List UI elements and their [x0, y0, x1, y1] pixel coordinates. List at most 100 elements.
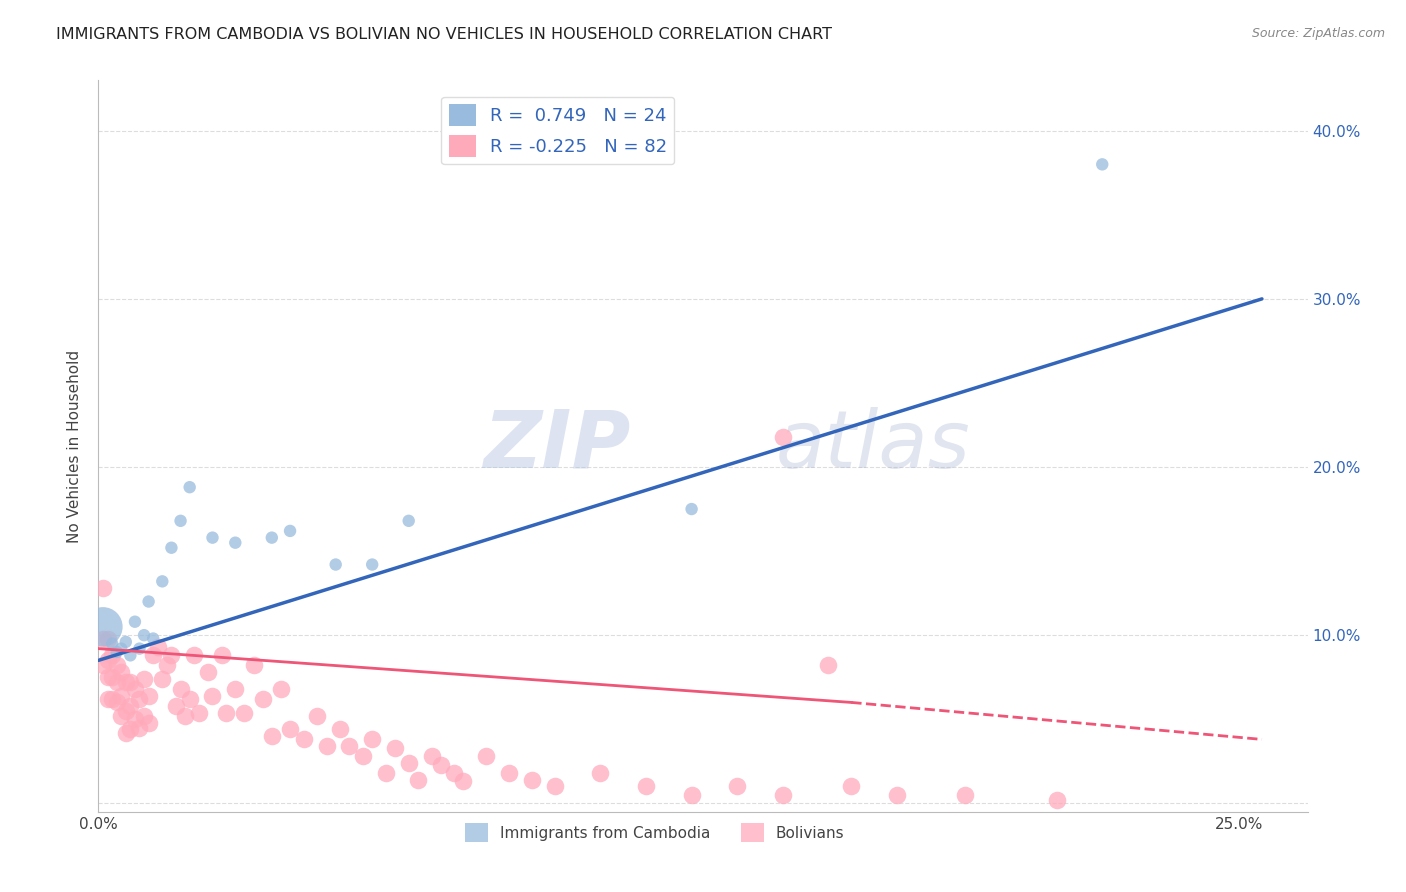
- Point: [307, 709, 329, 723]
- Point: [374, 766, 396, 780]
- Point: [138, 715, 160, 730]
- Point: [91, 658, 114, 673]
- Point: [105, 695, 128, 709]
- Point: [681, 788, 703, 802]
- Point: [124, 681, 146, 696]
- Point: [544, 780, 567, 794]
- Point: [725, 780, 748, 794]
- Point: [398, 514, 420, 528]
- Point: [160, 541, 183, 555]
- Point: [197, 665, 219, 680]
- Point: [138, 689, 160, 703]
- Point: [886, 788, 908, 802]
- Point: [634, 780, 657, 794]
- Point: [187, 706, 209, 720]
- Point: [128, 721, 150, 735]
- Point: [278, 723, 301, 737]
- Point: [91, 632, 114, 646]
- Point: [160, 648, 183, 663]
- Point: [211, 648, 233, 663]
- Point: [1046, 793, 1069, 807]
- Point: [384, 740, 406, 755]
- Point: [429, 757, 451, 772]
- Point: [114, 675, 136, 690]
- Point: [406, 772, 429, 787]
- Point: [589, 766, 612, 780]
- Point: [120, 698, 142, 713]
- Point: [325, 558, 347, 572]
- Point: [224, 681, 246, 696]
- Point: [91, 581, 114, 595]
- Point: [146, 640, 169, 654]
- Text: Source: ZipAtlas.com: Source: ZipAtlas.com: [1251, 27, 1385, 40]
- Point: [120, 648, 142, 663]
- Point: [96, 632, 118, 646]
- Point: [498, 766, 520, 780]
- Point: [174, 709, 197, 723]
- Point: [91, 620, 114, 634]
- Point: [453, 774, 475, 789]
- Point: [96, 670, 118, 684]
- Point: [772, 788, 794, 802]
- Point: [156, 658, 179, 673]
- Point: [105, 675, 128, 690]
- Point: [96, 653, 118, 667]
- Point: [169, 514, 191, 528]
- Point: [475, 749, 498, 764]
- Point: [128, 641, 150, 656]
- Point: [101, 636, 124, 650]
- Point: [124, 712, 146, 726]
- Point: [352, 749, 374, 764]
- Point: [110, 689, 132, 703]
- Point: [329, 723, 352, 737]
- Point: [150, 672, 173, 686]
- Point: [120, 723, 142, 737]
- Point: [337, 739, 360, 753]
- Text: ZIP: ZIP: [484, 407, 630, 485]
- Point: [183, 648, 205, 663]
- Point: [817, 658, 839, 673]
- Point: [110, 709, 132, 723]
- Point: [260, 729, 283, 743]
- Point: [201, 531, 224, 545]
- Point: [110, 641, 132, 656]
- Point: [278, 524, 301, 538]
- Point: [101, 648, 124, 663]
- Point: [215, 706, 238, 720]
- Point: [114, 725, 136, 739]
- Point: [165, 698, 187, 713]
- Point: [105, 645, 128, 659]
- Point: [201, 689, 224, 703]
- Point: [292, 732, 315, 747]
- Point: [110, 665, 132, 680]
- Point: [128, 692, 150, 706]
- Point: [124, 615, 146, 629]
- Text: IMMIGRANTS FROM CAMBODIA VS BOLIVIAN NO VEHICLES IN HOUSEHOLD CORRELATION CHART: IMMIGRANTS FROM CAMBODIA VS BOLIVIAN NO …: [56, 27, 832, 42]
- Point: [270, 681, 292, 696]
- Point: [179, 692, 201, 706]
- Point: [252, 692, 274, 706]
- Point: [420, 749, 443, 764]
- Point: [1091, 157, 1114, 171]
- Point: [315, 739, 337, 753]
- Point: [443, 766, 465, 780]
- Point: [169, 681, 191, 696]
- Point: [132, 628, 155, 642]
- Point: [105, 658, 128, 673]
- Point: [955, 788, 977, 802]
- Point: [132, 709, 155, 723]
- Point: [138, 594, 160, 608]
- Point: [179, 480, 201, 494]
- Point: [520, 772, 543, 787]
- Point: [839, 780, 862, 794]
- Text: atlas: atlas: [776, 407, 970, 485]
- Point: [361, 732, 384, 747]
- Point: [681, 502, 703, 516]
- Point: [224, 535, 246, 549]
- Point: [101, 692, 124, 706]
- Point: [101, 670, 124, 684]
- Y-axis label: No Vehicles in Household: No Vehicles in Household: [67, 350, 83, 542]
- Point: [96, 692, 118, 706]
- Point: [120, 675, 142, 690]
- Point: [361, 558, 384, 572]
